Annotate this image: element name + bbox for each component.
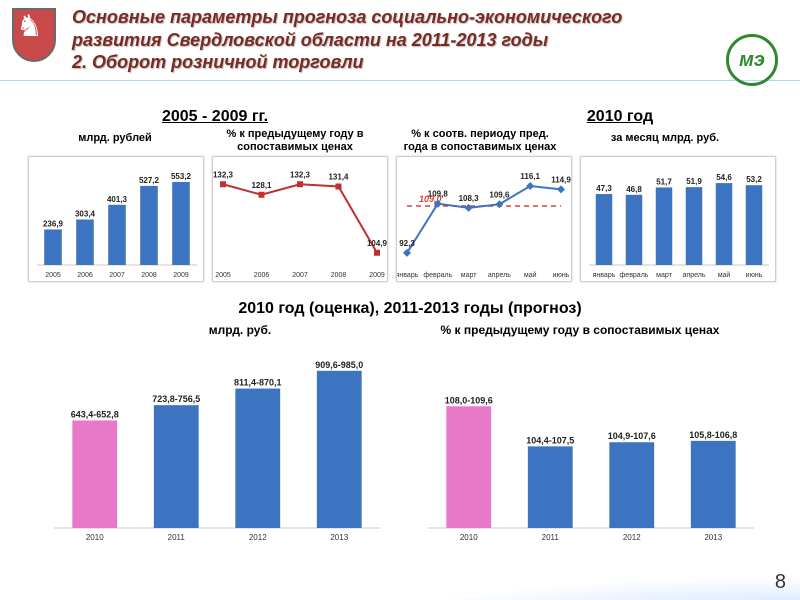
svg-text:март: март xyxy=(461,272,477,279)
title-line-1: Основные параметры прогноза социально-эк… xyxy=(72,7,622,27)
svg-text:51,7: 51,7 xyxy=(656,177,672,186)
svg-text:128,1: 128,1 xyxy=(251,181,272,190)
svg-text:104,4-107,5: 104,4-107,5 xyxy=(526,435,574,445)
svg-text:131,4: 131,4 xyxy=(328,173,349,182)
svg-text:909,6-985,0: 909,6-985,0 xyxy=(315,360,363,370)
svg-text:109,6: 109,6 xyxy=(489,190,510,199)
svg-text:май: май xyxy=(718,271,731,279)
svg-text:2012: 2012 xyxy=(249,533,267,542)
svg-text:2008: 2008 xyxy=(141,272,157,279)
svg-text:114,9: 114,9 xyxy=(551,175,571,184)
chart6: 108,0-109,6 2010 104,4-107,5 2011 104,9-107,… xyxy=(420,344,760,544)
svg-text:401,3: 401,3 xyxy=(107,195,128,204)
svg-text:236,9: 236,9 xyxy=(43,219,64,228)
svg-text:105,8-106,8: 105,8-106,8 xyxy=(689,430,737,440)
svg-text:2005: 2005 xyxy=(45,272,61,279)
svg-text:47,3: 47,3 xyxy=(596,184,612,193)
chart1: 236,9 2005 303,4 2006 401,3 2007 527,2 2008 553,… xyxy=(28,156,204,282)
svg-text:108,3: 108,3 xyxy=(459,194,480,203)
svg-text:2009: 2009 xyxy=(369,272,385,279)
title-line-2: развития Свердловской области на 2011-20… xyxy=(72,30,548,50)
svg-text:51,9: 51,9 xyxy=(686,177,702,186)
chart2-label: % к предыдущему году в сопоставимых цена… xyxy=(210,128,380,153)
svg-text:643,4-652,8: 643,4-652,8 xyxy=(71,409,119,419)
svg-text:2005: 2005 xyxy=(215,272,231,279)
svg-text:527,2: 527,2 xyxy=(139,176,160,185)
svg-text:2011: 2011 xyxy=(542,533,560,542)
svg-text:553,2: 553,2 xyxy=(171,172,192,181)
header: ♞ Основные параметры прогноза социально-… xyxy=(0,0,800,78)
svg-text:февраль: февраль xyxy=(423,272,452,279)
svg-text:2011: 2011 xyxy=(168,533,186,542)
svg-text:46,8: 46,8 xyxy=(626,185,642,194)
svg-text:108,0-109,6: 108,0-109,6 xyxy=(445,395,493,405)
chart4-label: за месяц млрд. руб. xyxy=(590,132,740,145)
svg-text:2013: 2013 xyxy=(330,533,348,542)
svg-text:июнь: июнь xyxy=(746,272,763,279)
svg-text:54,6: 54,6 xyxy=(716,173,732,182)
chart6-label: % к предыдущему году в сопоставимых цена… xyxy=(420,324,740,338)
footer-swoosh xyxy=(304,546,800,600)
svg-text:723,8-756,5: 723,8-756,5 xyxy=(152,394,200,404)
svg-text:май: май xyxy=(524,271,537,279)
page-title: Основные параметры прогноза социально-эк… xyxy=(72,6,790,74)
svg-text:104,9-107,6: 104,9-107,6 xyxy=(608,431,656,441)
section-header-bottom: 2010 год (оценка), 2011-2013 годы (прогн… xyxy=(160,300,660,318)
page-number: 8 xyxy=(775,571,786,594)
chart3: 109,092,3январь109,8февраль108,3март109,… xyxy=(396,156,572,282)
svg-text:январь: январь xyxy=(593,272,616,279)
svg-text:104,9: 104,9 xyxy=(367,239,387,248)
svg-text:2007: 2007 xyxy=(109,272,125,279)
svg-text:2009: 2009 xyxy=(173,272,189,279)
svg-text:53,2: 53,2 xyxy=(746,175,762,184)
svg-text:2010: 2010 xyxy=(460,533,478,542)
svg-text:109,8: 109,8 xyxy=(428,190,449,199)
svg-text:2010: 2010 xyxy=(86,533,104,542)
svg-text:132,3: 132,3 xyxy=(213,170,234,179)
svg-text:92,3: 92,3 xyxy=(399,239,415,248)
svg-text:апрель: апрель xyxy=(683,272,706,279)
chart4: 47,3 январь 46,8 февраль 51,7 март 51,9 апрель 5… xyxy=(580,156,776,282)
svg-text:2013: 2013 xyxy=(704,533,722,542)
svg-text:132,3: 132,3 xyxy=(290,170,311,179)
svg-text:2006: 2006 xyxy=(254,272,270,279)
svg-text:303,4: 303,4 xyxy=(75,209,96,218)
svg-text:2006: 2006 xyxy=(77,272,93,279)
svg-text:811,4-870,1: 811,4-870,1 xyxy=(234,378,282,388)
title-line-3: 2. Оборот розничной торговли xyxy=(72,52,364,72)
chart3-label: % к соотв. периоду пред. года в сопостав… xyxy=(395,128,565,153)
section-header-left: 2005 - 2009 гг. xyxy=(100,108,330,126)
chart5-label: млрд. руб. xyxy=(110,324,370,338)
svg-text:март: март xyxy=(656,272,672,279)
section-header-right: 2010 год xyxy=(530,108,710,126)
svg-text:2007: 2007 xyxy=(292,272,308,279)
svg-text:2008: 2008 xyxy=(331,272,347,279)
region-crest-icon: ♞ xyxy=(6,6,64,64)
ministry-logo-icon: мэ xyxy=(726,34,778,86)
svg-text:июнь: июнь xyxy=(553,272,570,279)
chart1-label: млрд. рублей xyxy=(40,132,190,145)
chart5: 643,4-652,8 2010 723,8-756,5 2011 811,4-870,… xyxy=(46,344,386,544)
svg-text:январь: январь xyxy=(397,272,419,279)
svg-text:февраль: февраль xyxy=(620,272,649,279)
chart2: 132,3 2005 128,1 2006 132,3 2007 131,4 2008 104,… xyxy=(212,156,388,282)
svg-text:апрель: апрель xyxy=(488,272,511,279)
header-divider xyxy=(0,80,800,81)
svg-text:116,1: 116,1 xyxy=(520,172,540,181)
svg-text:2012: 2012 xyxy=(623,533,641,542)
